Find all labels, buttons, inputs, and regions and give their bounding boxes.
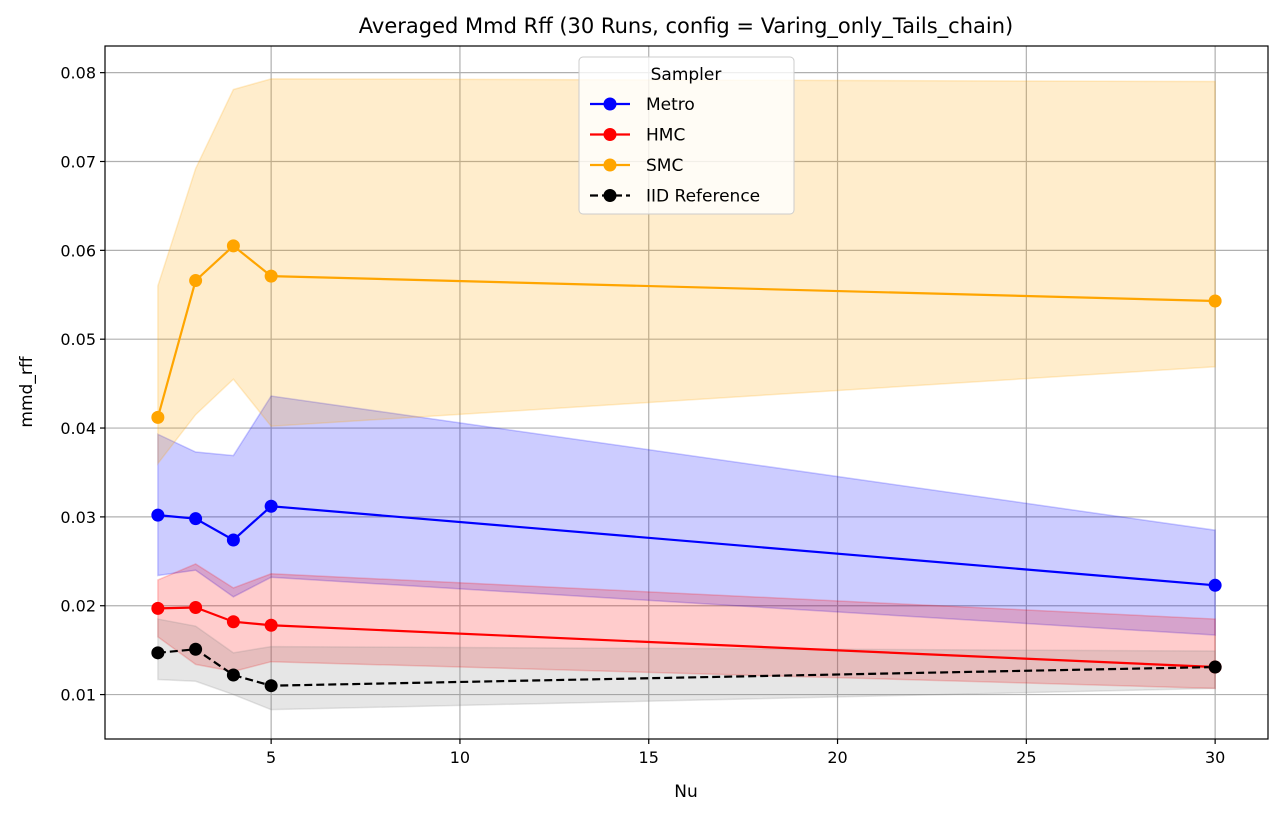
legend-marker-smc (603, 158, 617, 172)
smc-point (189, 274, 203, 288)
metro-band (157, 395, 1216, 636)
legend-marker-metro (603, 97, 617, 111)
legend-items: Metro HMC SMC IID Reference (590, 95, 760, 207)
y-tick-label: 0.02 (60, 597, 96, 616)
smc-point (1208, 294, 1222, 308)
x-tick-label: 30 (1205, 748, 1225, 767)
y-tick-label: 0.06 (60, 241, 96, 260)
y-axis-label: mmd_rff (17, 355, 37, 427)
smc-band (157, 78, 1216, 466)
legend-title: Sampler (651, 65, 722, 85)
smc-point (226, 239, 240, 253)
x-tick-label: 25 (1016, 748, 1036, 767)
grid (105, 46, 1268, 739)
y-tick-label: 0.05 (60, 330, 96, 349)
x-tick-label: 10 (450, 748, 470, 767)
x-tick-label: 20 (827, 748, 847, 767)
plot-frame (104, 45, 1269, 740)
smc-point (264, 269, 278, 283)
chart-title: Averaged Mmd Rff (30 Runs, config = Vari… (359, 14, 1013, 39)
iid-reference-point (1208, 660, 1222, 674)
confidence-bands (157, 78, 1216, 711)
hmc-band (157, 563, 1216, 690)
legend-item-iid-reference: IID Reference (590, 187, 760, 207)
legend-marker-hmc (603, 128, 617, 141)
iid-reference-point (151, 646, 165, 660)
legend-item-metro: Metro (590, 95, 695, 115)
metro-point (189, 512, 203, 526)
x-tick-label: 5 (266, 748, 276, 767)
iid-reference-point (226, 668, 240, 682)
legend-label-metro: Metro (646, 95, 695, 115)
metro-point (151, 508, 165, 522)
hmc-point (264, 618, 278, 632)
y-tick-label: 0.03 (60, 508, 96, 527)
y-tick-label: 0.04 (60, 419, 96, 438)
y-tick-label: 0.07 (60, 153, 96, 172)
legend-box (578, 56, 795, 215)
metro-point (1208, 578, 1222, 592)
legend-item-smc: SMC (590, 156, 683, 176)
iid-reference-point (189, 642, 203, 656)
hmc-point (226, 615, 240, 629)
y-tick-label: 0.01 (60, 686, 96, 705)
x-tick-label: 15 (639, 748, 659, 767)
x-axis-label: Nu (674, 782, 698, 802)
legend: Sampler Metro HMC SMC IID Reference (578, 56, 795, 215)
hmc-point (189, 601, 203, 615)
y-axis-ticks: 0.01 0.02 0.03 0.04 0.05 0.06 0.07 0.08 (60, 64, 105, 705)
metro-point (226, 533, 240, 547)
smc-point (151, 410, 165, 424)
y-tick-label: 0.08 (60, 64, 96, 83)
series-points (151, 239, 1222, 693)
iid-reference-band (157, 618, 1216, 711)
legend-marker-iid-reference (603, 189, 617, 202)
x-axis-ticks: 5 10 15 20 25 30 (266, 739, 1225, 767)
hmc-point (151, 601, 165, 615)
iid-reference-point (264, 679, 278, 693)
legend-label-hmc: HMC (646, 126, 685, 146)
legend-item-hmc: HMC (590, 126, 685, 146)
legend-label-smc: SMC (646, 156, 683, 176)
metro-point (264, 499, 278, 513)
iid-reference-line (157, 648, 1216, 687)
legend-label-iid-reference: IID Reference (646, 187, 760, 207)
